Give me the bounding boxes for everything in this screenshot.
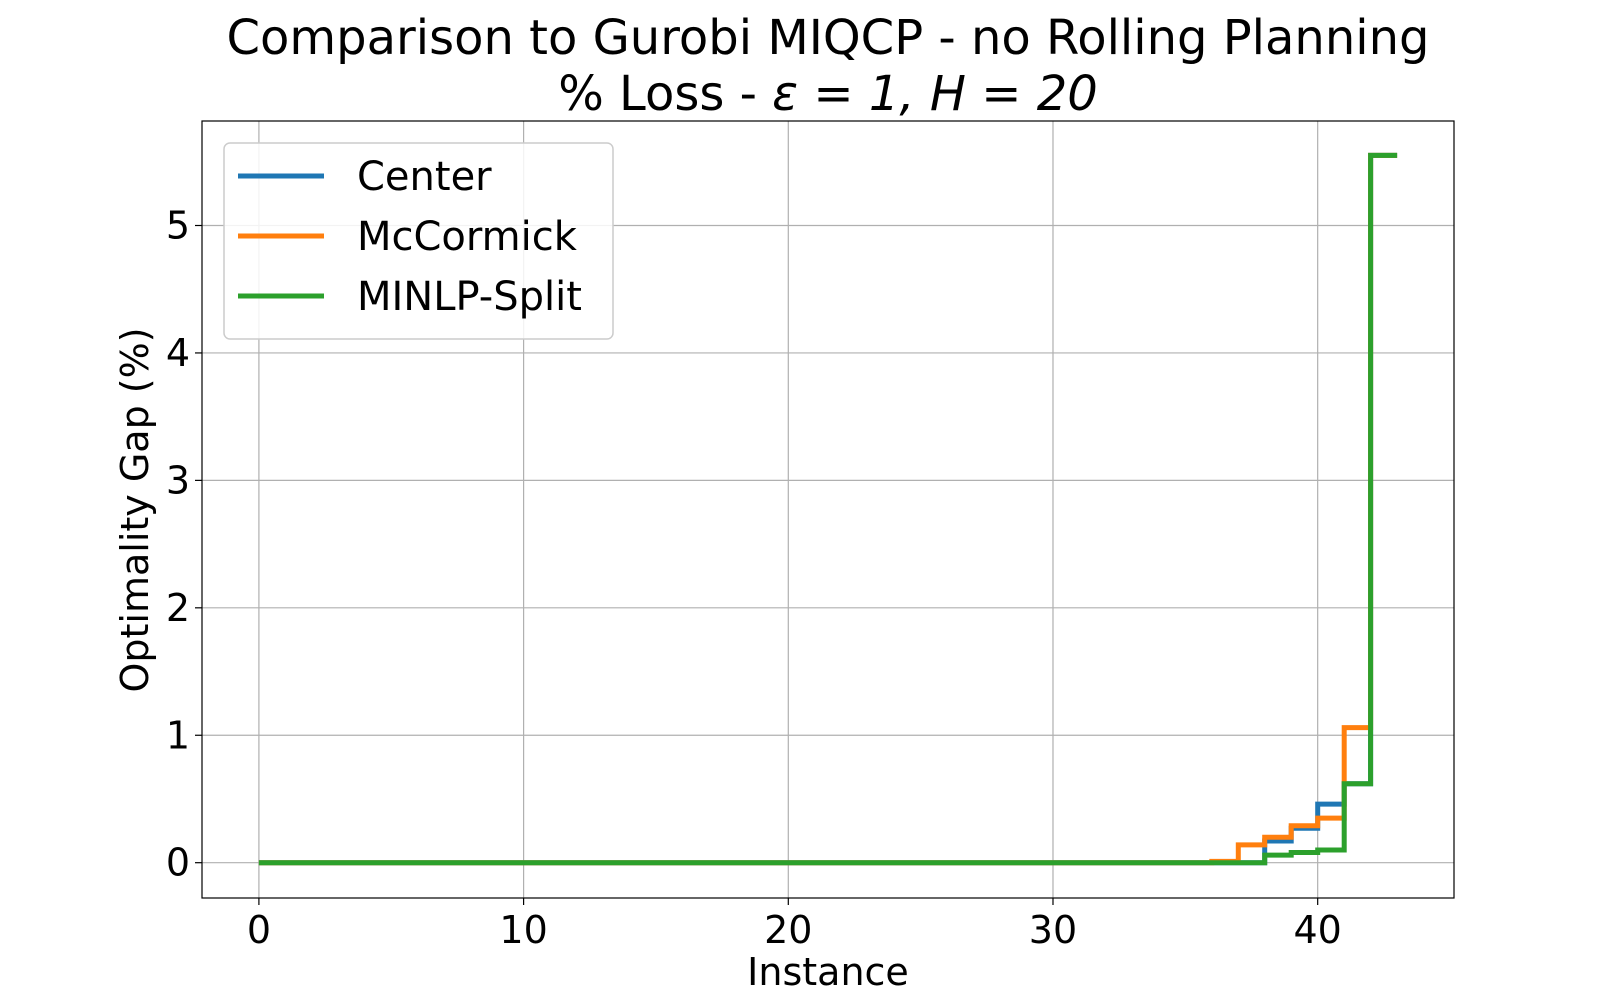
series-line-minlp-split xyxy=(258,152,1398,866)
legend: Center McCormick MINLP-Split xyxy=(223,142,614,340)
plot-frame xyxy=(201,120,1455,899)
y-tick-label: 3 xyxy=(166,458,190,502)
chart-title-line1: Comparison to Gurobi MIQCP - no Rolling … xyxy=(227,10,1430,66)
chart-title-line2-prefix: % Loss - xyxy=(558,66,772,122)
y-tick-label: 4 xyxy=(166,331,190,375)
chart-title-line2-math: ε = 1, H = 20 xyxy=(772,66,1098,122)
chart-title-line2: % Loss - ε = 1, H = 20 xyxy=(558,66,1098,122)
series-layer xyxy=(258,152,1398,866)
x-tick-label: 0 xyxy=(247,908,271,952)
legend-label-center: Center xyxy=(357,154,492,200)
y-tick-label: 5 xyxy=(166,204,190,248)
chart-title: Comparison to Gurobi MIQCP - no Rolling … xyxy=(227,10,1430,122)
legend-box xyxy=(223,142,614,340)
x-axis-label: Instance xyxy=(747,950,909,994)
x-tick-label: 40 xyxy=(1294,908,1342,952)
y-tick-label: 1 xyxy=(166,713,190,757)
y-axis-label: Optimality Gap (%) xyxy=(113,327,157,692)
y-tick-label: 0 xyxy=(166,841,190,885)
x-tick-label: 10 xyxy=(499,908,547,952)
x-tick-label: 30 xyxy=(1029,908,1077,952)
legend-label-mccormick: McCormick xyxy=(357,214,578,260)
x-axis: 0 10 20 30 40 xyxy=(247,898,1342,952)
y-axis: 0 1 2 3 4 5 xyxy=(166,204,202,885)
y-tick-label: 2 xyxy=(166,586,190,630)
x-tick-label: 20 xyxy=(764,908,812,952)
legend-label-minlp-split: MINLP-Split xyxy=(357,274,582,320)
